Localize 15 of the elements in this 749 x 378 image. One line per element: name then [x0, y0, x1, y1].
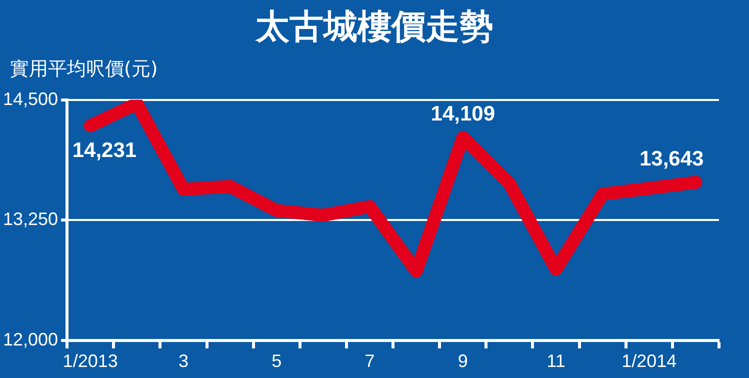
data-label: 13,643: [639, 148, 704, 171]
x-tick-label: 1/2014: [622, 351, 677, 372]
x-tick-label: 9: [458, 351, 468, 372]
data-label: 14,109: [430, 102, 495, 126]
x-tick-label: 7: [364, 351, 375, 372]
x-tick-label: 3: [178, 351, 188, 372]
x-tick-label: 1/2013: [62, 351, 118, 372]
y-axis-title: 實用平均呎價(元): [10, 57, 158, 82]
x-tick-label: 11: [546, 351, 566, 372]
data-label: 14,231: [72, 138, 137, 162]
y-tick-label: 14,500: [2, 88, 58, 109]
x-tick-label: 5: [272, 351, 282, 372]
y-tick-label: 13,250: [2, 209, 58, 230]
chart-title: 太古城樓價走勢: [254, 6, 494, 49]
y-tick-label: 12,000: [2, 329, 58, 350]
